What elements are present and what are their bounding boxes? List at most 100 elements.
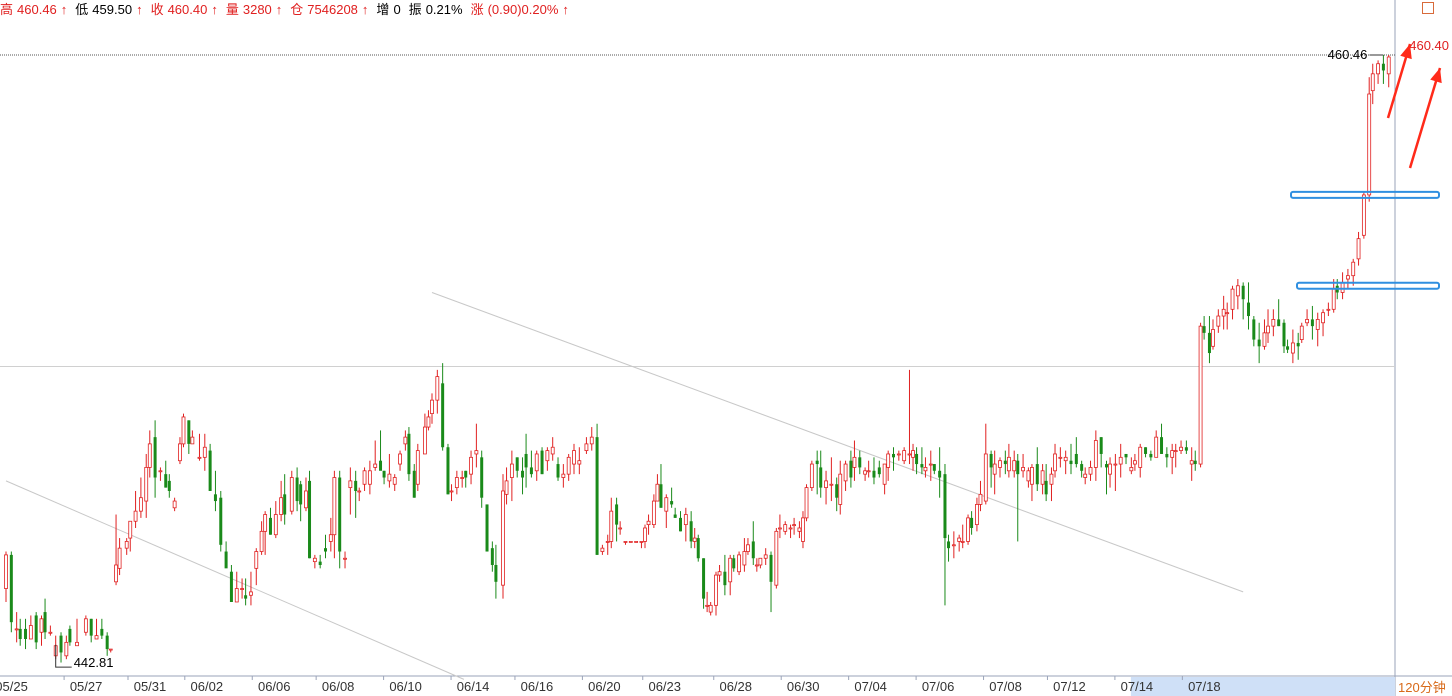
candle-body: [178, 443, 182, 462]
candle-body: [1310, 319, 1314, 327]
candle-body: [504, 480, 509, 495]
candle: [600, 544, 605, 555]
candle-body: [240, 588, 244, 590]
x-tick-label: 06/08: [322, 679, 355, 694]
candle-body: [1173, 450, 1178, 453]
maximize-icon[interactable]: [1422, 2, 1434, 14]
candle-body: [534, 453, 539, 472]
candle: [426, 410, 431, 431]
candle: [1021, 453, 1025, 478]
candle-body: [1315, 319, 1320, 330]
candle: [896, 450, 901, 461]
candle-body: [187, 420, 191, 444]
candle: [343, 551, 347, 569]
candle: [1266, 309, 1270, 343]
candle: [1340, 272, 1345, 300]
candle-body: [299, 484, 303, 505]
candle: [1108, 457, 1112, 488]
candle: [68, 625, 72, 646]
candle-body: [64, 641, 69, 657]
candle-body: [639, 541, 644, 543]
candle-body: [167, 480, 171, 491]
candle-body: [379, 460, 383, 471]
candle: [742, 538, 747, 572]
candle-body: [618, 527, 623, 530]
candle-body: [59, 635, 63, 653]
candle-body: [357, 490, 362, 493]
candle-body: [1113, 463, 1118, 466]
candle: [1296, 332, 1300, 360]
candle-body: [1189, 460, 1194, 465]
candle: [1221, 295, 1226, 330]
candle: [819, 450, 823, 498]
candle-body: [1133, 460, 1137, 465]
trendline-1: [5, 480, 465, 680]
candle-body: [1321, 312, 1325, 324]
candle-body: [430, 399, 434, 414]
candle-body: [696, 538, 700, 559]
candle: [18, 618, 22, 646]
candle-body: [892, 453, 895, 458]
candle-body: [643, 527, 647, 542]
candle: [947, 534, 951, 562]
candle: [932, 464, 936, 475]
candle: [615, 497, 619, 542]
candle: [1012, 450, 1017, 478]
candle-body: [659, 484, 663, 508]
candle-body: [1118, 456, 1123, 465]
candle-body: [797, 527, 802, 532]
candle: [1133, 453, 1137, 471]
candle: [1083, 467, 1088, 485]
candle-body: [911, 450, 915, 458]
candle: [1376, 60, 1380, 84]
candle: [923, 457, 928, 478]
candle: [902, 447, 907, 465]
candle: [133, 490, 138, 528]
candle: [1006, 443, 1011, 478]
candle-body: [769, 554, 773, 582]
candle: [561, 464, 566, 488]
candle-body: [915, 453, 919, 465]
candle: [737, 551, 741, 576]
candle-body: [219, 497, 223, 545]
candle-body: [1282, 322, 1286, 347]
candle: [94, 618, 99, 640]
candle-body: [1266, 325, 1270, 334]
x-tick-label: 06/14: [457, 679, 490, 694]
candle-body: [1370, 73, 1375, 92]
candle-body: [117, 547, 122, 569]
candle-body: [1262, 332, 1267, 347]
candle-body: [815, 460, 819, 465]
candle: [446, 443, 450, 495]
candle-body: [1351, 261, 1356, 277]
candle: [208, 443, 212, 491]
x-tick-label: 06/16: [521, 679, 554, 694]
annotation-layer: 460.46 442.81 460.40: [55, 38, 1449, 670]
candle-body: [902, 450, 907, 462]
candle-body: [509, 463, 514, 478]
candle: [545, 447, 550, 471]
candle: [312, 554, 317, 569]
candle: [1321, 309, 1325, 337]
candle: [167, 474, 171, 498]
candle: [655, 474, 660, 502]
candle: [249, 571, 253, 606]
candle-body: [224, 551, 228, 569]
candle: [4, 551, 8, 602]
candle-body: [572, 450, 576, 465]
candle: [705, 591, 710, 613]
candle-body: [362, 470, 367, 485]
candle-body: [758, 557, 763, 566]
candle-body: [858, 457, 862, 468]
candle: [89, 618, 93, 643]
candle: [646, 514, 651, 535]
candle-body: [835, 484, 839, 498]
candle-body: [852, 456, 857, 468]
candle-body: [1093, 440, 1098, 468]
candle-body: [670, 501, 674, 505]
candle-body: [584, 443, 589, 452]
candle-body: [1083, 473, 1088, 478]
candle-body: [407, 433, 411, 475]
